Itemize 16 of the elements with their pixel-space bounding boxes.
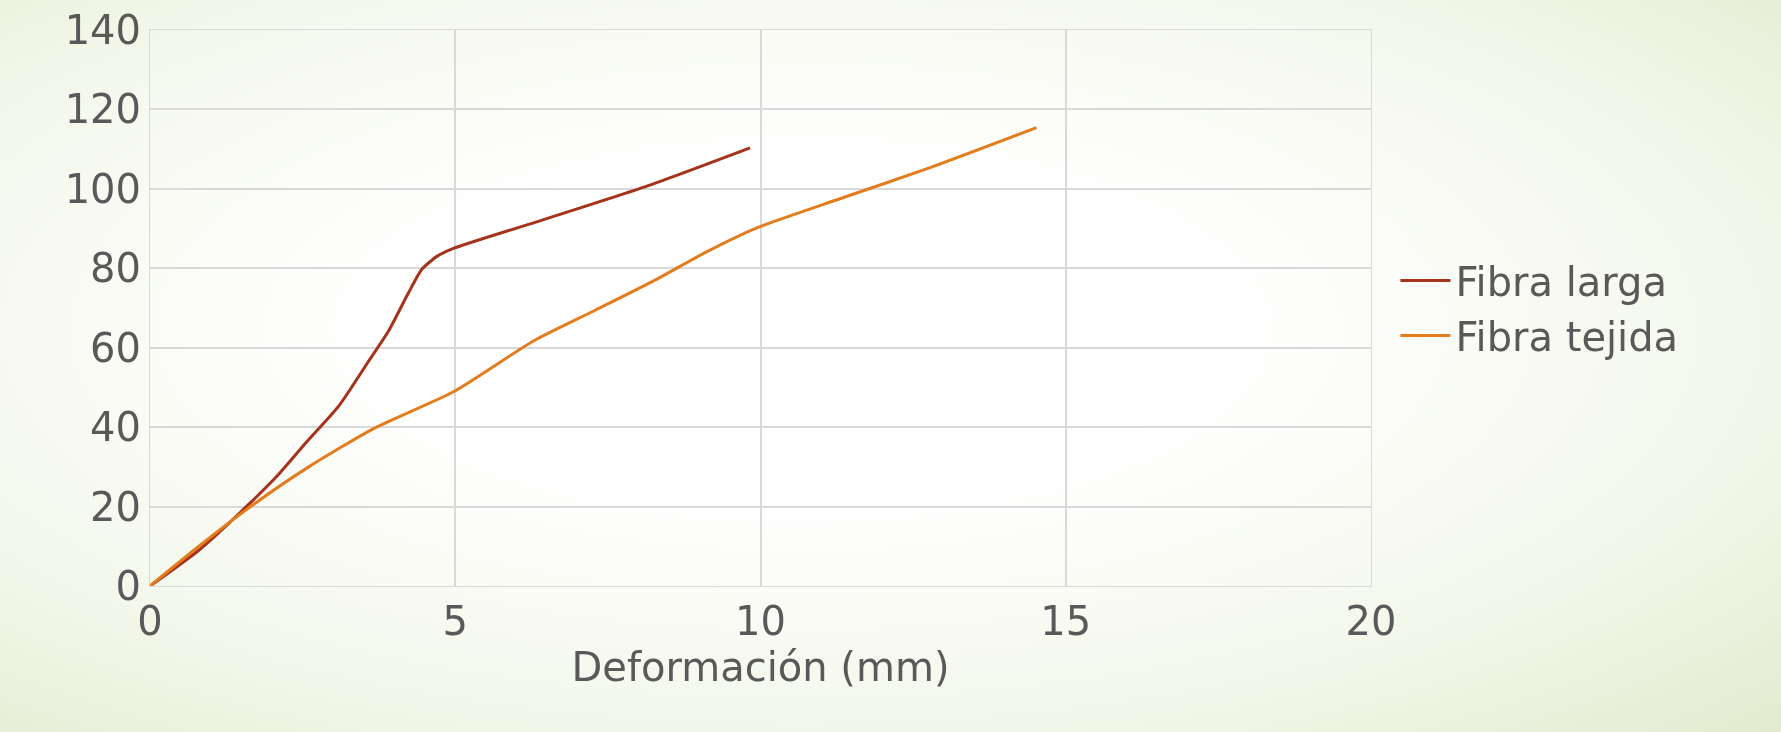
y-tick-label: 20: [90, 483, 141, 530]
y-tick-label: 100: [64, 165, 141, 212]
legend-label: Fibra tejida: [1455, 314, 1679, 361]
y-tick-label: 140: [64, 7, 141, 53]
x-tick-label: 20: [1345, 598, 1397, 644]
y-tick-label: 80: [90, 245, 141, 292]
x-tick-label: 10: [735, 598, 786, 644]
line-series: [150, 126, 1038, 586]
x-tick-label: 15: [1040, 598, 1092, 644]
y-tick-label: 60: [90, 324, 141, 371]
legend-label: Fibra larga: [1455, 259, 1667, 306]
y-tick-label: 120: [64, 86, 141, 133]
y-tick-label: 0: [115, 563, 141, 609]
x-tick-label: 5: [442, 598, 468, 644]
y-tick-label: 40: [90, 404, 141, 451]
x-axis-title: Deformación (mm): [571, 644, 950, 690]
